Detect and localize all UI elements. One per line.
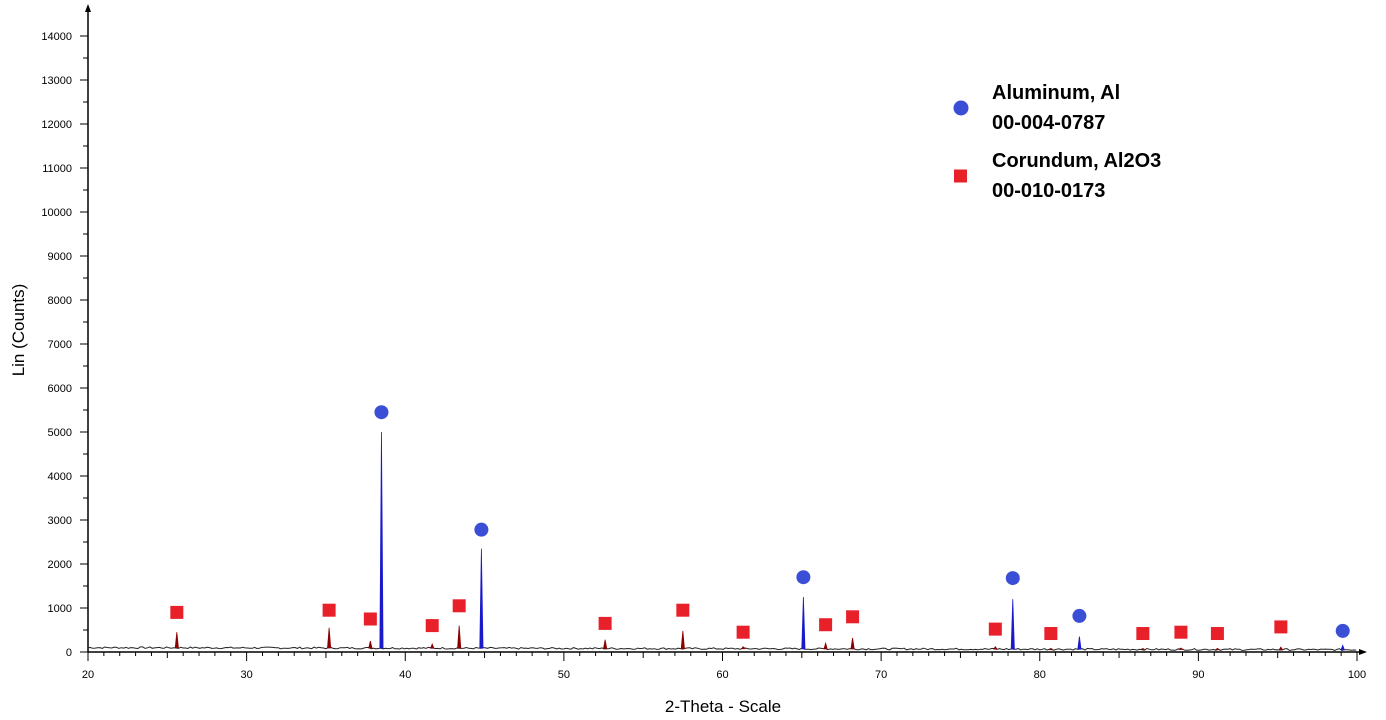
corundum-marker (819, 618, 833, 632)
corundum-peak (174, 632, 179, 649)
aluminum-marker (474, 522, 489, 537)
aluminum-peak (1340, 644, 1345, 651)
x-tick-label: 20 (82, 669, 94, 681)
y-tick-label: 9000 (48, 251, 72, 263)
legend-square-marker (954, 169, 967, 183)
x-tick-label: 40 (399, 669, 411, 681)
y-tick-label: 14000 (41, 31, 72, 43)
baseline-trace (87, 646, 1357, 652)
corundum-marker (598, 616, 612, 630)
corundum-marker (425, 619, 439, 633)
x-tick-label: 60 (716, 669, 728, 681)
corundum-peak (823, 641, 828, 650)
aluminum-marker (374, 405, 389, 420)
corundum-marker (1136, 627, 1150, 641)
corundum-marker (1174, 625, 1188, 639)
corundum-peak (1049, 648, 1053, 650)
aluminum-peak (379, 431, 384, 649)
aluminum-peak (801, 596, 806, 650)
y-tick-label: 5000 (48, 427, 72, 439)
corundum-marker (1210, 627, 1224, 641)
corundum-marker (736, 625, 750, 639)
aluminum-marker (1072, 608, 1087, 623)
corundum-peak (740, 646, 746, 650)
y-tick-label: 6000 (48, 383, 72, 395)
corundum-marker (363, 612, 377, 626)
corundum-peak (992, 646, 998, 650)
legend-label: 00-010-0173 (992, 180, 1105, 202)
corundum-peak (1214, 648, 1221, 650)
y-tick-label: 0 (66, 647, 72, 659)
corundum-marker (1044, 627, 1058, 641)
x-tick-label: 70 (875, 669, 887, 681)
y-tick-label: 4000 (48, 471, 72, 483)
corundum-marker (1274, 620, 1288, 634)
corundum-marker (676, 603, 690, 617)
x-axis-arrow (1359, 649, 1367, 655)
corundum-peak (457, 625, 462, 649)
aluminum-marker (1335, 623, 1350, 638)
aluminum-marker (1005, 571, 1020, 586)
legend-label: Corundum, Al2O3 (992, 150, 1161, 172)
legend: Aluminum, Al 00-004-0787 Corundum, Al2O3 00… (953, 82, 1161, 202)
axes: 20 30 40 50 60 70 80 90 100010002000300040005000… (41, 4, 1367, 681)
y-tick-label: 3000 (48, 515, 72, 527)
legend-circle-marker (953, 100, 969, 116)
legend-label: 00-004-0787 (992, 112, 1105, 134)
y-tick-label: 1000 (48, 603, 72, 615)
legend-label: Aluminum, Al (992, 82, 1120, 104)
corundum-marker (452, 599, 466, 613)
aluminum-peak (1010, 599, 1015, 650)
y-tick-label: 11000 (42, 163, 72, 175)
y-tick-label: 2000 (48, 559, 72, 571)
corundum-marker (170, 605, 184, 619)
y-tick-label: 7000 (48, 339, 72, 351)
corundum-marker (846, 610, 860, 624)
corundum-peak (680, 630, 685, 649)
aluminum-peak (1077, 636, 1082, 650)
y-axis-arrow (85, 4, 91, 12)
x-tick-label: 100 (1348, 669, 1366, 681)
corundum-peak (368, 640, 373, 649)
x-tick-label: 90 (1192, 669, 1204, 681)
corundum-peak (850, 637, 855, 650)
series-layer (87, 431, 1357, 652)
corundum-peak (1141, 648, 1145, 650)
corundum-peak (327, 627, 332, 649)
corundum-marker (988, 622, 1002, 636)
y-tick-label: 12000 (41, 119, 72, 131)
x-tick-label: 30 (241, 669, 253, 681)
corundum-peak (430, 642, 435, 649)
y-tick-label: 13000 (41, 75, 72, 87)
aluminum-peak (479, 548, 484, 649)
x-tick-label: 50 (558, 669, 570, 681)
corundum-peak (1178, 647, 1184, 650)
corundum-peak (603, 639, 608, 649)
x-axis-title: 2-Theta - Scale (665, 697, 781, 716)
y-axis-title: Lin (Counts) (9, 284, 28, 377)
y-tick-label: 8000 (48, 295, 72, 307)
x-tick-label: 80 (1034, 669, 1046, 681)
corundum-marker (322, 603, 336, 617)
y-tick-label: 10000 (41, 207, 72, 219)
peak-markers (170, 405, 1350, 641)
corundum-peak (1278, 646, 1284, 650)
aluminum-marker (796, 570, 811, 585)
